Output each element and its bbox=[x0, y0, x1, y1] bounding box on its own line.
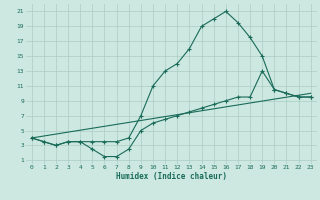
X-axis label: Humidex (Indice chaleur): Humidex (Indice chaleur) bbox=[116, 172, 227, 181]
